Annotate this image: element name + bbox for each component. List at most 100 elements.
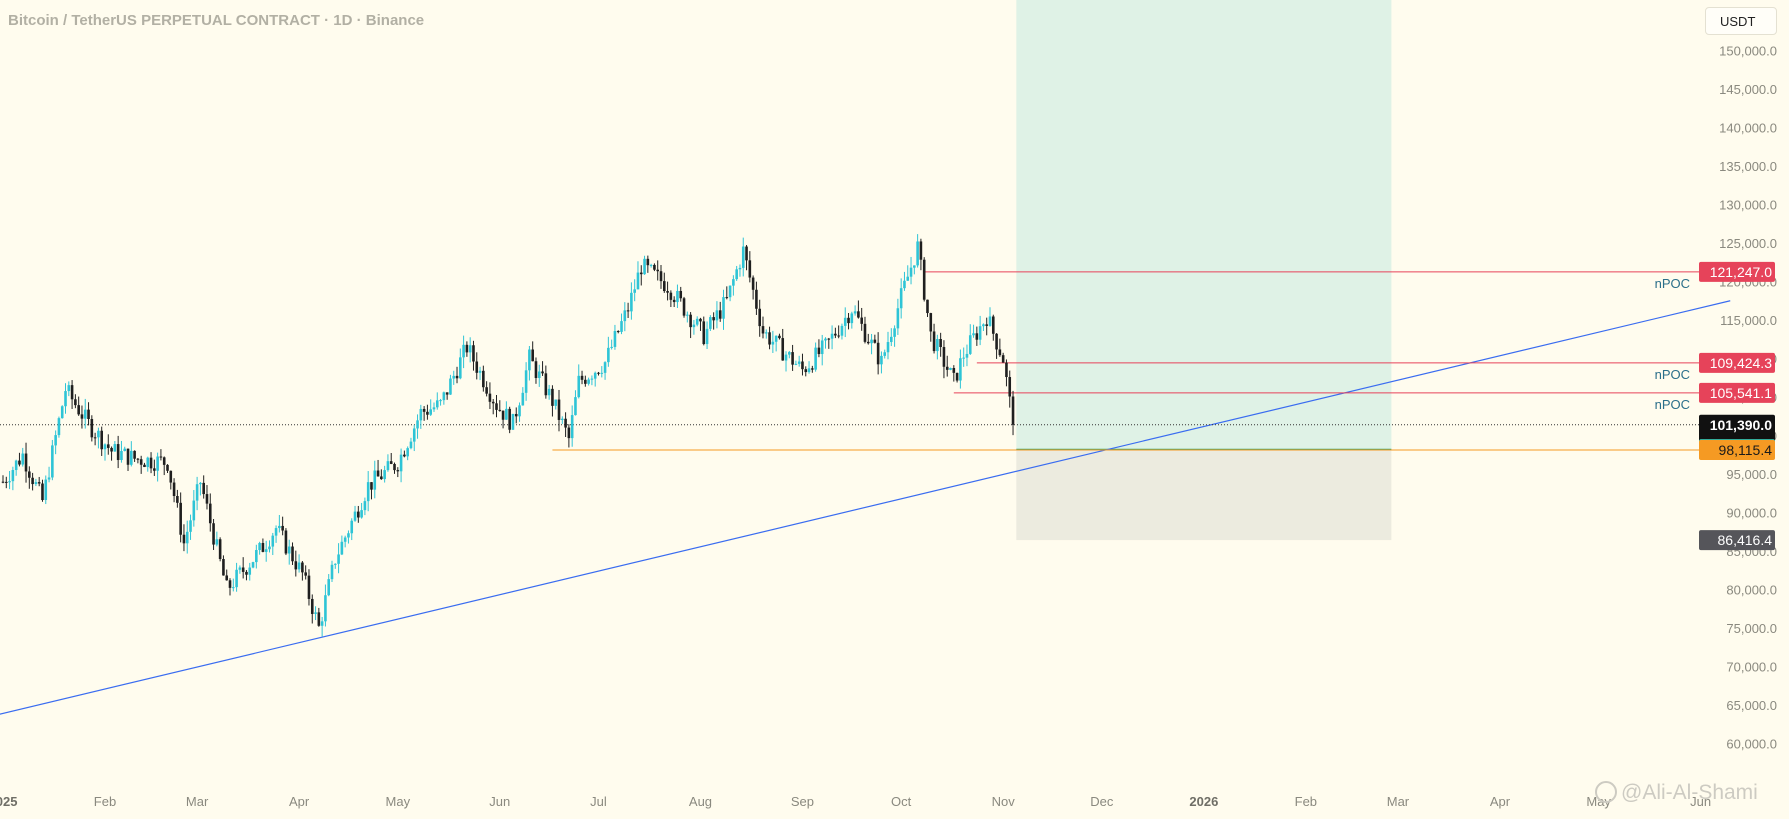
candle-body <box>791 352 794 365</box>
candle-body <box>449 378 452 395</box>
x-tick-label: Apr <box>289 794 310 809</box>
candle-body <box>547 388 551 396</box>
candle-body <box>574 397 577 416</box>
candle-body <box>251 562 255 568</box>
candle-body <box>584 379 587 384</box>
candle-body <box>725 297 729 299</box>
candle-body <box>662 281 666 292</box>
candle-body <box>80 414 84 419</box>
candle-body <box>857 311 860 318</box>
candle-body <box>199 482 202 485</box>
time-axis[interactable]: 2025 Feb Mar Apr May Jun Jul Aug Sep Oct Nov Dec 202… <box>0 794 1711 809</box>
candle-body <box>14 460 18 471</box>
candle-body <box>340 541 344 555</box>
candle-body <box>896 308 900 329</box>
candle-body <box>100 430 103 450</box>
npoc-label: nPOC <box>1655 397 1690 412</box>
candle-body <box>521 392 525 406</box>
candle-body <box>77 405 80 415</box>
candle-body <box>732 279 735 286</box>
candle-body <box>827 338 831 340</box>
candle-body <box>189 520 192 532</box>
x-tick-label: Nov <box>992 794 1016 809</box>
candle-body <box>225 575 229 581</box>
y-tick-label: 115,000.0 <box>1720 313 1777 328</box>
x-tick-label: Dec <box>1090 794 1114 809</box>
candlestick-series <box>1 234 1015 637</box>
candle-body <box>274 528 278 536</box>
candle-body <box>554 399 558 406</box>
line-labels: nPOC nPOC nPOC <box>1655 276 1690 412</box>
candle-body <box>412 428 416 442</box>
candle-body <box>185 531 189 544</box>
y-tick-label: 65,000.0 <box>1726 698 1777 713</box>
candle-body <box>834 333 837 336</box>
candle-body <box>123 448 127 451</box>
candle-body <box>376 470 380 477</box>
current-price-tag: 101,390.0 <box>1710 417 1772 433</box>
candle-body <box>1005 362 1008 378</box>
candle-body <box>557 399 561 420</box>
candle-body <box>1011 396 1015 425</box>
candle-body <box>613 331 617 347</box>
candle-body <box>34 482 38 485</box>
candle-body <box>301 562 304 573</box>
candle-body <box>136 458 140 460</box>
candle-body <box>764 332 768 334</box>
candle-body <box>616 331 620 333</box>
candle-body <box>771 341 775 345</box>
x-tick-label: 2025 <box>0 794 17 809</box>
candle-body <box>824 338 827 341</box>
candle-body <box>24 453 28 472</box>
candle-body <box>949 367 952 370</box>
candle-body <box>903 280 906 289</box>
candle-body <box>985 324 989 326</box>
candle-body <box>205 494 209 504</box>
candle-body <box>357 511 360 518</box>
candle-body <box>1 481 5 483</box>
candle-body <box>945 366 949 370</box>
candle-body <box>11 470 15 482</box>
candle-body <box>909 267 913 277</box>
candle-body <box>718 310 722 319</box>
candle-body <box>600 372 604 374</box>
y-tick-label: 130,000.0 <box>1719 198 1777 213</box>
candle-body <box>913 265 916 268</box>
candle-body <box>241 567 245 572</box>
candle-body <box>462 344 465 358</box>
npoc-price-tag: 121,247.0 <box>1710 264 1772 280</box>
x-tick-label: Feb <box>94 794 116 809</box>
npoc-price-tag: 109,424.3 <box>1710 355 1772 371</box>
candle-body <box>159 456 163 458</box>
candle-body <box>936 339 939 352</box>
candle-body <box>169 470 173 483</box>
y-tick-label: 135,000.0 <box>1719 159 1777 174</box>
candle-body <box>975 333 979 340</box>
candle-body <box>570 415 574 439</box>
candle-body <box>212 523 215 545</box>
candle-body <box>218 539 222 560</box>
x-tick-label: Feb <box>1295 794 1317 809</box>
candle-body <box>360 510 363 518</box>
candle-body <box>495 403 498 410</box>
candle-body <box>70 385 74 400</box>
currency-button[interactable]: USDT <box>1705 7 1777 35</box>
candle-body <box>422 408 426 412</box>
candle-body <box>1001 355 1005 363</box>
candle-body <box>31 477 34 485</box>
candle-body <box>156 456 159 471</box>
candle-body <box>544 373 548 396</box>
candle-body <box>837 335 840 337</box>
candle-body <box>541 371 544 374</box>
candle-body <box>883 352 887 356</box>
candle-body <box>238 567 242 570</box>
candle-body <box>333 563 337 565</box>
candle-body <box>672 299 676 303</box>
x-tick-label: Mar <box>186 794 209 809</box>
candle-body <box>636 272 640 290</box>
position-zones <box>1016 0 1392 541</box>
candle-body <box>807 368 811 373</box>
candle-body <box>922 259 926 300</box>
candle-body <box>439 400 442 402</box>
